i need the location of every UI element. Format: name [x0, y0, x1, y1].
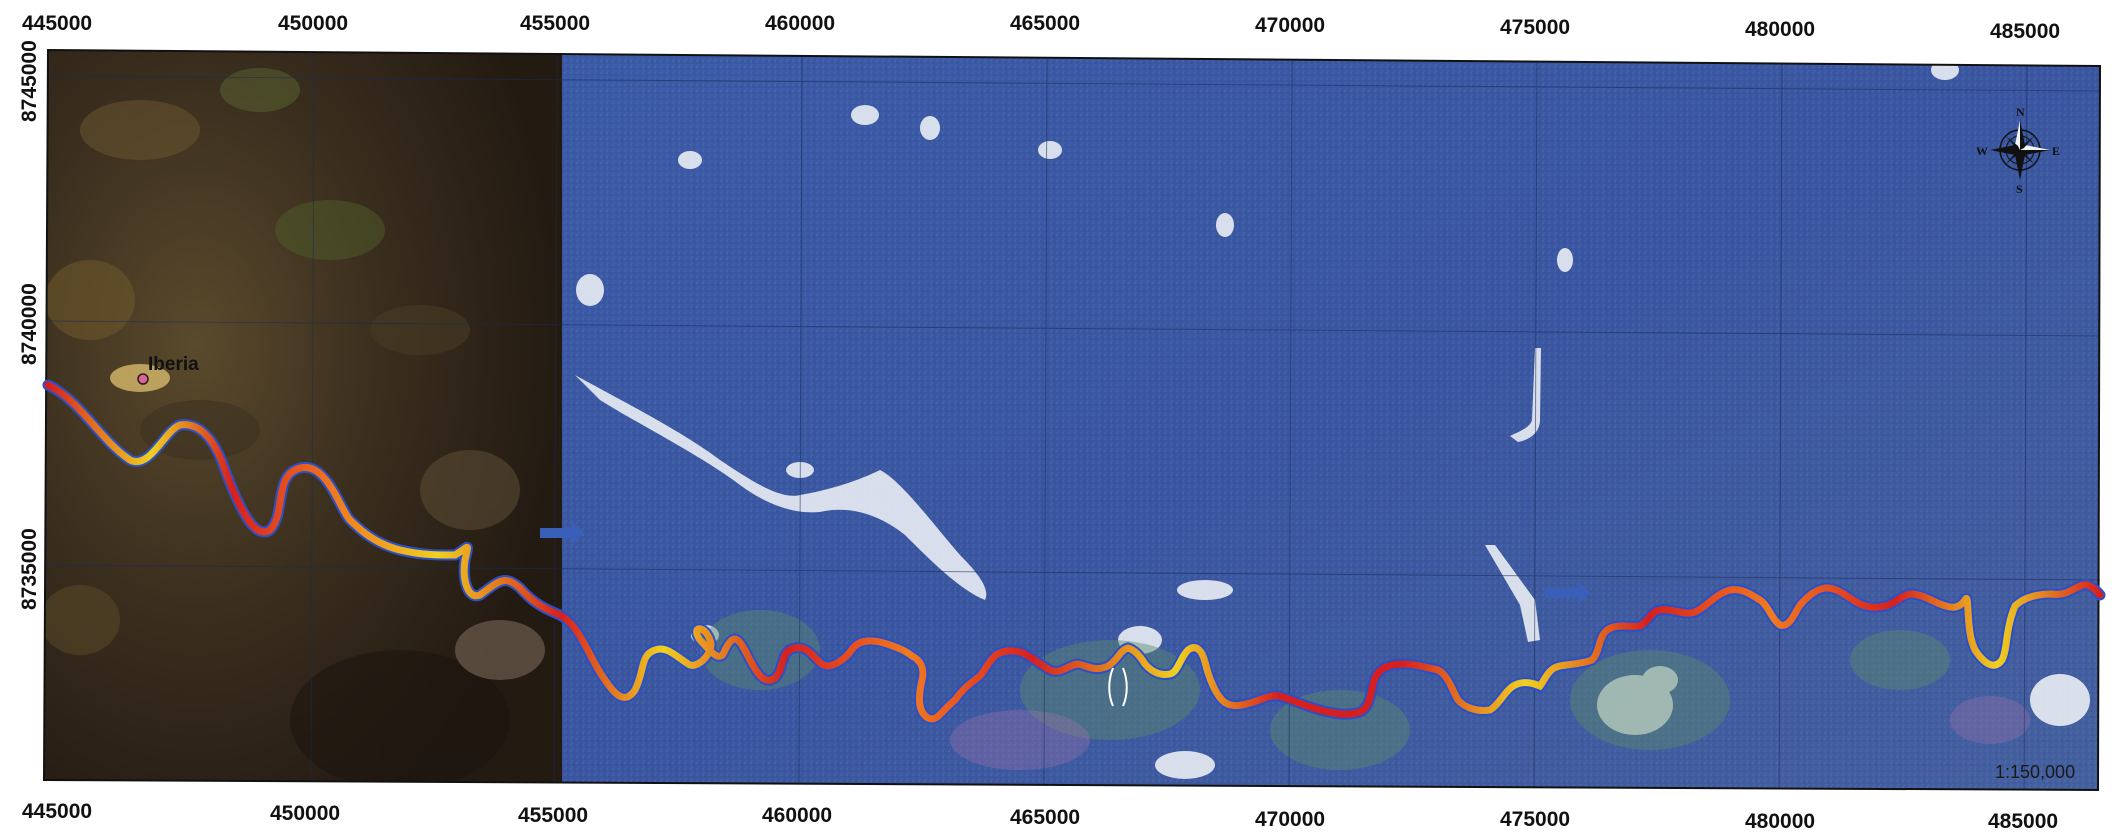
- section-marker: [1108, 667, 1128, 707]
- scale-label: 1:150,000: [1995, 762, 2075, 782]
- bottom-tick-label: 485000: [1988, 810, 2058, 833]
- top-tick-label: 445000: [22, 12, 92, 35]
- flow-arrow-west: [540, 522, 585, 544]
- graticule-easting-line: [798, 55, 803, 784]
- graticule-easting-line: [1288, 59, 1293, 787]
- bottom-tick-label: 480000: [1745, 810, 1815, 833]
- top-tick-label: 470000: [1255, 14, 1325, 37]
- left-axis-labels: 8745000 8740000 8735000: [18, 40, 41, 610]
- graticule-easting-line: [310, 52, 315, 782]
- bottom-tick-label: 445000: [22, 800, 92, 823]
- bottom-tick-label: 455000: [518, 804, 588, 827]
- top-axis-labels: 445000 450000 455000 460000 465000 47000…: [22, 12, 2060, 43]
- top-tick-label: 465000: [1010, 12, 1080, 35]
- top-tick-label: 450000: [278, 12, 348, 35]
- flow-arrows: [540, 522, 1591, 604]
- bottom-tick-label: 475000: [1500, 808, 1570, 831]
- graticule-northing-line: [47, 320, 2101, 337]
- top-tick-label: 485000: [1990, 20, 2060, 43]
- graticule-northing-line: [47, 564, 2101, 581]
- river: [42, 379, 2106, 725]
- graticule-easting-line: [553, 53, 558, 783]
- bottom-tick-label: 460000: [762, 804, 832, 827]
- top-tick-label: 475000: [1500, 16, 1570, 39]
- graticule-easting-line: [2023, 65, 2028, 790]
- left-tick-label: 8735000: [18, 528, 41, 610]
- place-marker: [137, 373, 149, 385]
- place-label: Iberia: [148, 354, 199, 375]
- graticule-easting-line: [1778, 63, 1783, 789]
- compass-e: E: [2052, 144, 2060, 158]
- compass-rose-icon: N S E W: [1976, 105, 2060, 196]
- map-frame: [42, 48, 2102, 792]
- graticule-northing-line: [47, 75, 2101, 92]
- compass-s: S: [2016, 182, 2023, 196]
- map-graticule: [47, 52, 2101, 790]
- bottom-tick-label: 450000: [270, 802, 340, 825]
- left-tick-label: 8740000: [18, 283, 41, 365]
- top-tick-label: 455000: [520, 12, 590, 35]
- graticule-easting-line: [1533, 61, 1538, 788]
- left-tick-label: 8745000: [18, 40, 41, 122]
- imagery: [44, 50, 2100, 790]
- compass-n: N: [2016, 105, 2025, 119]
- top-tick-label: 460000: [765, 12, 835, 35]
- bottom-axis-labels: 445000 450000 455000 460000 465000 47000…: [22, 800, 2058, 833]
- bottom-tick-label: 470000: [1255, 808, 1325, 831]
- compass-w: W: [1976, 144, 1988, 158]
- top-tick-label: 480000: [1745, 18, 1815, 41]
- flow-arrow-east: [1545, 582, 1591, 604]
- bottom-tick-label: 465000: [1010, 806, 1080, 829]
- place-iberia: Iberia: [137, 354, 199, 385]
